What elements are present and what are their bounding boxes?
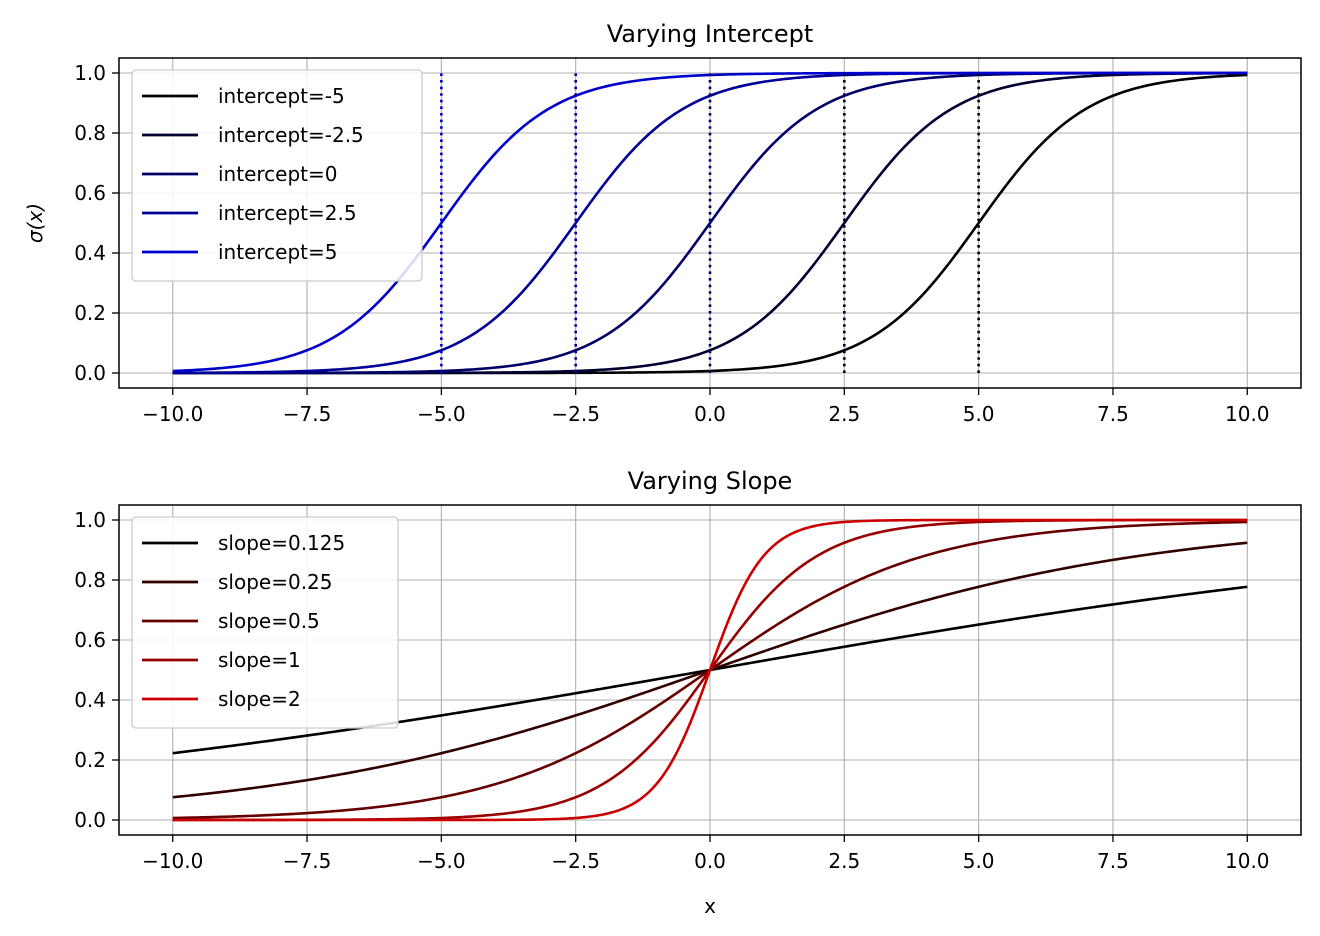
x-tick-label: −7.5	[283, 402, 332, 426]
y-tick-label: 0.4	[74, 241, 106, 265]
x-tick-label: 10.0	[1225, 849, 1270, 873]
x-tick-label: −7.5	[283, 849, 332, 873]
chart-1: −10.0 −7.5 −5.0 −2.5 0.0 2.5 5.0 7.5 10.0 0.0 0.2 0…	[23, 20, 1302, 426]
x-tick-label: 7.5	[1097, 849, 1129, 873]
y-tick-label: 0.8	[74, 568, 106, 592]
x-tick-label: 0.0	[694, 402, 726, 426]
legend-entry: slope=1	[218, 648, 301, 672]
x-tick-label: 10.0	[1225, 402, 1270, 426]
chart-title: Varying Intercept	[607, 20, 813, 48]
x-tick-label: −5.0	[417, 402, 466, 426]
x-tick-label: 0.0	[694, 849, 726, 873]
x-tick-label: 2.5	[828, 402, 860, 426]
x-tick-label: −2.5	[551, 402, 600, 426]
legend-entry: intercept=-5	[218, 84, 345, 108]
y-tick-label: 0.4	[74, 688, 106, 712]
x-tick-label: 5.0	[963, 849, 995, 873]
chart-title: Varying Slope	[628, 467, 793, 495]
legend-entry: intercept=2.5	[218, 201, 357, 225]
legend-entry: slope=2	[218, 687, 301, 711]
series-line-5	[172, 518, 1248, 822]
legend-entry: slope=0.25	[218, 570, 333, 594]
y-tick-label: 1.0	[74, 61, 106, 85]
y-tick-label: 0.2	[74, 748, 106, 772]
legend-entry: intercept=-2.5	[218, 123, 364, 147]
legend-box	[131, 69, 423, 282]
axes-frame	[118, 57, 1302, 389]
y-tick-label: 0.6	[74, 628, 106, 652]
legend-entry: intercept=0	[218, 162, 337, 186]
chart-2: −10.0 −7.5 −5.0 −2.5 0.0 2.5 5.0 7.5 10.0 0.0 0.2 0…	[74, 467, 1302, 918]
y-axis-label: σ(x)	[23, 203, 47, 243]
legend: intercept=-5 intercept=-2.5 intercept=0 int…	[131, 69, 423, 282]
x-tick-label: −5.0	[417, 849, 466, 873]
x-tick-label: −10.0	[142, 402, 203, 426]
legend-entry: slope=0.125	[218, 531, 345, 555]
legend-box	[131, 516, 399, 729]
legend-entry: slope=0.5	[218, 609, 320, 633]
axes-frame	[118, 504, 1302, 836]
x-tick-label: 5.0	[963, 402, 995, 426]
x-tick-label: 7.5	[1097, 402, 1129, 426]
y-tick-label: 0.2	[74, 301, 106, 325]
x-tick-label: −2.5	[551, 849, 600, 873]
legend: slope=0.125 slope=0.25 slope=0.5 slope=1 slo…	[131, 516, 399, 729]
y-tick-label: 0.0	[74, 361, 106, 385]
y-tick-label: 1.0	[74, 508, 106, 532]
legend-entry: intercept=5	[218, 240, 337, 264]
plot-area	[172, 71, 1248, 375]
y-tick-label: 0.0	[74, 808, 106, 832]
x-tick-label: 2.5	[828, 849, 860, 873]
x-tick-label: −10.0	[142, 849, 203, 873]
x-axis-label: x	[704, 894, 716, 918]
y-tick-label: 0.6	[74, 181, 106, 205]
plot-area	[172, 518, 1248, 822]
y-tick-label: 0.8	[74, 121, 106, 145]
